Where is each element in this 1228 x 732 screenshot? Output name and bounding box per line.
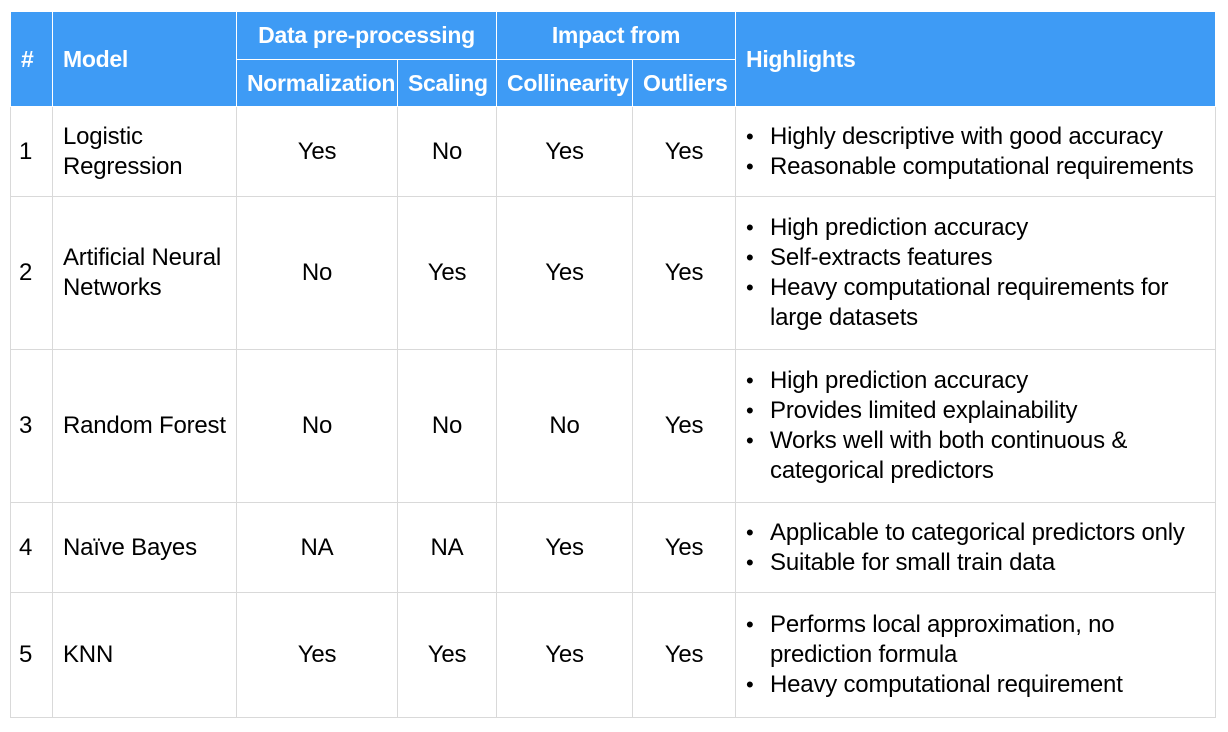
- row-number: 5: [10, 592, 53, 718]
- model-name-line: Artificial Neural: [63, 244, 221, 271]
- header-model: Model: [52, 11, 237, 107]
- highlights-cell: High prediction accuracy Provides limite…: [735, 349, 1217, 503]
- normalization-cell: No: [236, 349, 398, 503]
- header-num: #: [10, 11, 53, 107]
- highlights-cell: Applicable to categorical predictors onl…: [735, 502, 1217, 593]
- highlight-item: Heavy computational requirement: [746, 670, 1205, 700]
- normalization-cell: No: [236, 196, 398, 350]
- highlights-list: Applicable to categorical predictors onl…: [746, 518, 1205, 578]
- row-number: 3: [10, 349, 53, 503]
- highlight-item: High prediction accuracy: [746, 213, 1205, 243]
- model-name-line: Regression: [63, 152, 183, 180]
- highlights-list: High prediction accuracy Self-extracts f…: [746, 213, 1205, 333]
- normalization-cell: Yes: [236, 106, 398, 197]
- highlight-item: Provides limited explainability: [746, 396, 1205, 426]
- outliers-cell: Yes: [632, 196, 737, 350]
- highlight-item: Self-extracts features: [746, 243, 1205, 273]
- highlight-item: Reasonable computational requirements: [746, 152, 1205, 182]
- normalization-cell: NA: [236, 502, 398, 593]
- comparison-table-container: # Model Data pre-processing Impact from …: [10, 11, 1217, 718]
- outliers-cell: Yes: [632, 349, 737, 503]
- scaling-cell: Yes: [396, 196, 498, 350]
- highlights-cell: Performs local approximation, no predict…: [735, 592, 1217, 718]
- table-row: 4 Naïve Bayes NA NA Yes Yes Applicable t…: [10, 502, 1217, 593]
- outliers-cell: Yes: [632, 106, 737, 197]
- scaling-cell: No: [396, 106, 498, 197]
- collinearity-cell: Yes: [496, 106, 634, 197]
- scaling-cell: No: [396, 349, 498, 503]
- header-data-preprocessing: Data pre-processing: [235, 11, 498, 60]
- model-name: Logistic Regression: [52, 106, 237, 197]
- scaling-cell: NA: [396, 502, 498, 593]
- header-scaling: Scaling: [396, 59, 498, 107]
- highlight-item: High prediction accuracy: [746, 366, 1205, 396]
- highlights-list: Performs local approximation, no predict…: [746, 610, 1205, 700]
- row-number: 2: [10, 196, 53, 350]
- header-normalization: Normalization: [236, 59, 398, 107]
- collinearity-cell: Yes: [496, 592, 634, 718]
- highlight-item: Works well with both continuous & catego…: [746, 426, 1205, 486]
- highlights-cell: Highly descriptive with good accuracy Re…: [735, 106, 1217, 197]
- model-name: KNN: [52, 592, 237, 718]
- highlight-item: Suitable for small train data: [746, 548, 1205, 578]
- model-name-line: Logistic: [63, 122, 143, 150]
- outliers-cell: Yes: [632, 592, 737, 718]
- collinearity-cell: Yes: [496, 502, 634, 593]
- highlight-item: Performs local approximation, no predict…: [746, 610, 1205, 670]
- collinearity-cell: Yes: [496, 196, 634, 350]
- header-row-sub: Normalization Scaling Collinearity Outli…: [11, 59, 1216, 107]
- table-row: 5 KNN Yes Yes Yes Yes Performs local app…: [10, 592, 1217, 718]
- highlight-item: Applicable to categorical predictors onl…: [746, 518, 1205, 548]
- outliers-cell: Yes: [632, 502, 737, 593]
- header-outliers: Outliers: [632, 59, 737, 107]
- model-name-line: Networks: [63, 274, 162, 301]
- table-row: 2 Artificial Neural Networks No Yes Yes Y…: [10, 196, 1217, 350]
- collinearity-cell: No: [496, 349, 634, 503]
- row-number: 1: [10, 106, 53, 197]
- table-row: 3 Random Forest No No No Yes High predic…: [10, 349, 1217, 503]
- scaling-cell: Yes: [396, 592, 498, 718]
- model-name: Random Forest: [52, 349, 237, 503]
- highlights-cell: High prediction accuracy Self-extracts f…: [735, 196, 1217, 350]
- header-impact-from: Impact from: [496, 11, 737, 60]
- model-name: Artificial Neural Networks: [52, 196, 237, 350]
- normalization-cell: Yes: [236, 592, 398, 718]
- header-row-top: # Model Data pre-processing Impact from …: [10, 11, 1217, 107]
- header-collinearity: Collinearity: [496, 59, 634, 107]
- highlight-item: Heavy computational requirements for lar…: [746, 273, 1205, 333]
- highlight-item: Highly descriptive with good accuracy: [746, 122, 1205, 152]
- model-name: Naïve Bayes: [52, 502, 237, 593]
- header-highlights: Highlights: [735, 11, 1217, 107]
- highlights-list: High prediction accuracy Provides limite…: [746, 366, 1205, 486]
- row-number: 4: [10, 502, 53, 593]
- model-comparison-table: # Model Data pre-processing Impact from …: [10, 11, 1217, 718]
- highlights-list: Highly descriptive with good accuracy Re…: [746, 122, 1205, 182]
